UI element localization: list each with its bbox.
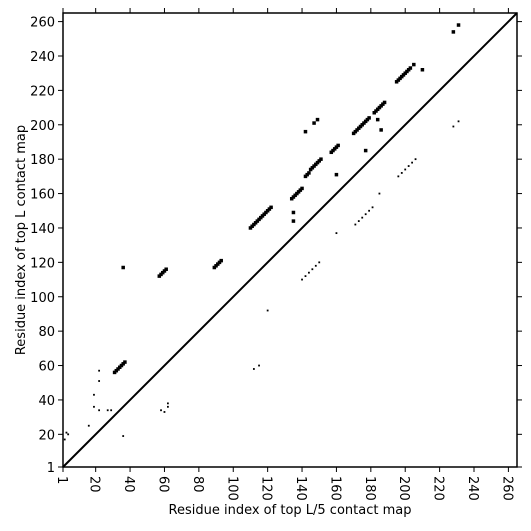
x-tick-label: 120 [259, 476, 274, 501]
y-tick-label: 20 [38, 428, 55, 443]
y-tick-label: 100 [30, 291, 55, 306]
point [160, 409, 162, 412]
point [379, 128, 383, 132]
point [123, 360, 127, 364]
point [336, 143, 340, 148]
point [291, 219, 296, 223]
y-tick-label: 1 [47, 461, 55, 476]
x-tick-label: 60 [155, 476, 170, 493]
point [367, 116, 371, 120]
x-tick-label: 240 [465, 476, 480, 501]
y-tick-label: 200 [30, 119, 55, 134]
x-tick-label: 220 [431, 476, 446, 501]
point [371, 206, 374, 209]
point [110, 409, 113, 412]
point [98, 409, 101, 412]
point [122, 435, 125, 437]
point [412, 62, 416, 67]
y-tick-label: 180 [30, 153, 55, 168]
point [364, 213, 367, 216]
point [334, 172, 339, 177]
point [397, 175, 400, 178]
point [456, 23, 461, 27]
point [314, 264, 317, 267]
point [411, 161, 413, 164]
y-tick-label: 140 [30, 222, 55, 237]
x-tick-label: 260 [499, 476, 514, 501]
point [363, 148, 368, 153]
point [303, 129, 308, 134]
y-tick-label: 240 [30, 50, 55, 65]
point [357, 220, 360, 222]
point [400, 172, 403, 174]
point [368, 209, 371, 212]
y-tick-label: 260 [30, 16, 55, 31]
x-tick-label: 20 [87, 476, 102, 493]
point [93, 393, 95, 396]
x-tick-label: 40 [121, 476, 136, 493]
point [167, 402, 169, 405]
point [164, 267, 168, 271]
point [98, 380, 101, 382]
point [361, 216, 364, 219]
diagonal [62, 12, 518, 468]
point [121, 265, 125, 270]
y-tick-label: 40 [38, 394, 55, 409]
point [335, 232, 338, 235]
point [163, 411, 166, 413]
plot-frame [62, 12, 518, 468]
y-tick-label: 120 [30, 256, 55, 271]
point [312, 121, 316, 125]
point [375, 117, 380, 122]
point [319, 157, 323, 161]
point [378, 192, 381, 195]
point [219, 258, 223, 263]
point [63, 438, 66, 441]
x-tick-label: 200 [396, 476, 411, 501]
point [269, 205, 273, 210]
x-tick-label: 1 [54, 476, 69, 484]
y-axis-label: Residue index of top L contact map [14, 125, 29, 355]
y-tick-label: 60 [38, 360, 55, 375]
point [167, 405, 169, 408]
point [300, 186, 304, 191]
point [87, 424, 90, 427]
point [404, 168, 407, 171]
x-tick-label: 140 [293, 476, 308, 501]
point [93, 405, 95, 408]
x-tick-label: 180 [362, 476, 377, 501]
point [311, 268, 314, 271]
point [420, 68, 425, 72]
point [307, 171, 311, 175]
x-axis-label: Residue index of top L/5 contact map [169, 503, 412, 518]
point [98, 369, 101, 372]
point [258, 364, 260, 367]
point [382, 100, 387, 105]
point [318, 261, 321, 264]
point [354, 223, 357, 226]
point [457, 120, 460, 123]
point [414, 158, 417, 161]
point [252, 368, 255, 370]
x-tick-label: 100 [224, 476, 239, 501]
y-tick-label: 160 [30, 188, 55, 203]
point [65, 431, 68, 434]
x-tick-label: 80 [190, 476, 205, 493]
x-tick-label: 160 [327, 476, 342, 501]
point [301, 278, 303, 281]
point [308, 271, 310, 274]
point [408, 66, 413, 70]
point [407, 165, 410, 167]
point [304, 275, 307, 278]
y-tick-label: 80 [38, 325, 55, 340]
point [315, 117, 320, 122]
point [291, 210, 296, 215]
point [67, 433, 70, 436]
y-tick-label: 220 [30, 84, 55, 99]
point [451, 30, 456, 34]
point [266, 309, 269, 312]
point [106, 409, 109, 412]
point [452, 125, 455, 128]
